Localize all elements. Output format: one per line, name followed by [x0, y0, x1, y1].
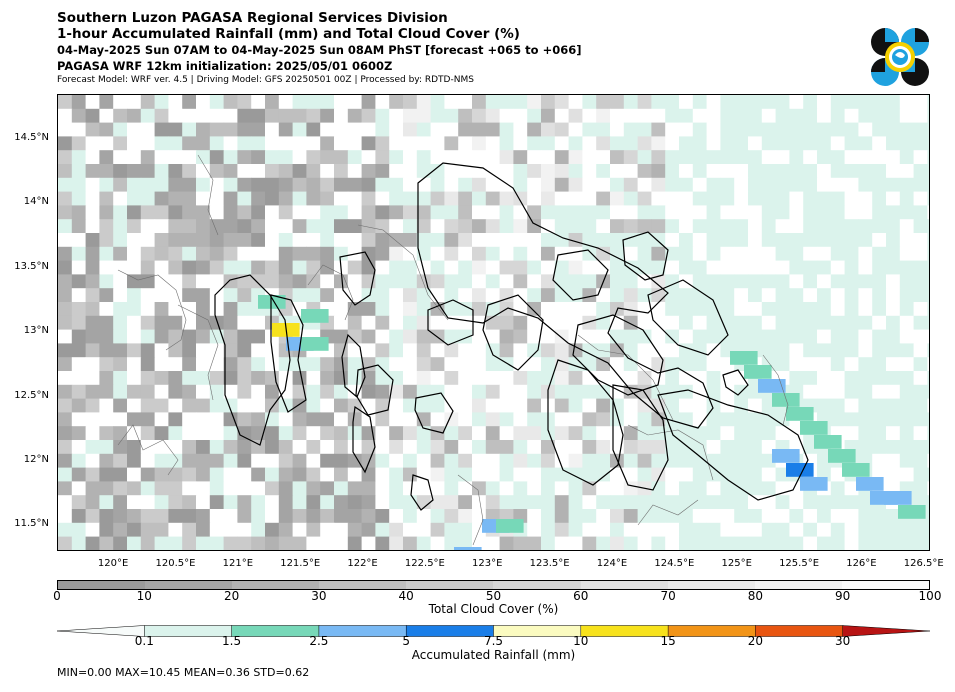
- cloud-cover-colorbar: [57, 580, 930, 590]
- rainfall-tick-label: 1.5: [222, 634, 242, 648]
- cloud-cover-bin: [232, 581, 320, 589]
- rainfall-bin: [842, 625, 930, 637]
- cloud-cover-bin: [754, 581, 842, 589]
- longitude-tick-label: 121°E: [222, 558, 254, 569]
- longitude-tick-label: 123.5°E: [529, 558, 570, 569]
- longitude-tick-label: 123°E: [472, 558, 503, 569]
- longitude-tick-label: 120°E: [97, 558, 129, 569]
- cloud-cover-bin: [493, 581, 581, 589]
- cloud-cover-bin: [406, 581, 494, 589]
- latitude-tick-label: 12°N: [23, 453, 49, 465]
- map-title: Southern Luzon PAGASA Regional Services …: [57, 10, 448, 26]
- cloud-cover-tick-label: 30: [311, 589, 327, 603]
- cloud-cover-bin: [580, 581, 668, 589]
- longitude-tick-label: 122.5°E: [404, 558, 445, 569]
- cloud-cover-tick-label: 20: [223, 589, 240, 603]
- rainfall-colorbar: [57, 625, 930, 637]
- cloud-cover-tick-label: 90: [835, 589, 851, 603]
- longitude-tick-label: 125.5°E: [779, 558, 820, 569]
- cloud-cover-tick-label: 80: [747, 589, 764, 603]
- longitude-tick-label: 120.5°E: [155, 558, 196, 569]
- longitude-tick-label: 124.5°E: [654, 558, 695, 569]
- cloud-cover-bin: [145, 581, 233, 589]
- rainfall-cloud-map: [57, 94, 930, 551]
- longitude-tick-label: 125°E: [721, 558, 752, 569]
- longitude-tick-label: 124°E: [596, 558, 628, 569]
- rainfall-tick-label: 7.5: [483, 634, 504, 648]
- rainfall-tick-label: 5: [402, 634, 410, 648]
- rainfall-tick-label: 30: [835, 634, 851, 648]
- model-info: Forecast Model: WRF ver. 4.5 | Driving M…: [57, 75, 474, 85]
- longitude-tick-label: 126°E: [846, 558, 877, 569]
- cloud-cover-bin: [667, 581, 755, 589]
- latitude-tick-label: 14.5°N: [14, 132, 49, 144]
- longitude-tick-label: 126.5°E: [903, 558, 944, 569]
- coastlines: [214, 162, 809, 511]
- rainfall-statistics: MIN=0.00 MAX=10.45 MEAN=0.36 STD=0.62: [57, 666, 310, 679]
- cloud-cover-bin: [319, 581, 407, 589]
- rainfall-tick-label: 20: [747, 634, 764, 648]
- cloud-cover-bin: [58, 581, 146, 589]
- cloud-cover-tick-label: 70: [660, 589, 676, 603]
- rainfall-tick-label: 0.1: [134, 634, 154, 648]
- map-subtitle: 1-hour Accumulated Rainfall (mm) and Tot…: [57, 26, 520, 42]
- valid-time: 04-May-2025 Sun 07AM to 04-May-2025 Sun …: [57, 43, 582, 57]
- cloud-cover-tick-label: 10: [136, 589, 152, 603]
- rainfall-tick-label: 10: [573, 634, 589, 648]
- longitude-tick-label: 121.5°E: [280, 558, 321, 569]
- latitude-tick-label: 13.5°N: [14, 260, 49, 272]
- cloud-cover-tick-label: 100: [918, 589, 942, 603]
- cloud-cover-tick-label: 60: [573, 589, 589, 603]
- cloud-cover-bin: [841, 581, 929, 589]
- cloud-cover-tick-label: 0: [53, 589, 61, 603]
- rainfall-tick-label: 2.5: [309, 634, 329, 648]
- cloud-cover-tick-label: 40: [398, 589, 414, 603]
- model-initialization: PAGASA WRF 12km initialization: 2025/05/…: [57, 59, 393, 73]
- provincial-boundaries: [117, 154, 789, 546]
- latitude-tick-label: 11.5°N: [14, 518, 49, 530]
- latitude-tick-label: 12.5°N: [14, 389, 49, 401]
- rainfall-tick-label: 15: [660, 634, 676, 648]
- rainfall-colorbar-label: Accumulated Rainfall (mm): [411, 648, 576, 662]
- pagasa-logo-icon: [870, 27, 930, 87]
- latitude-tick-label: 13°N: [23, 325, 49, 337]
- cloud-cover-colorbar-label: Total Cloud Cover (%): [428, 602, 559, 616]
- cloud-cover-tick-label: 50: [485, 589, 502, 603]
- longitude-tick-label: 122°E: [347, 558, 378, 569]
- latitude-tick-label: 14°N: [23, 196, 49, 208]
